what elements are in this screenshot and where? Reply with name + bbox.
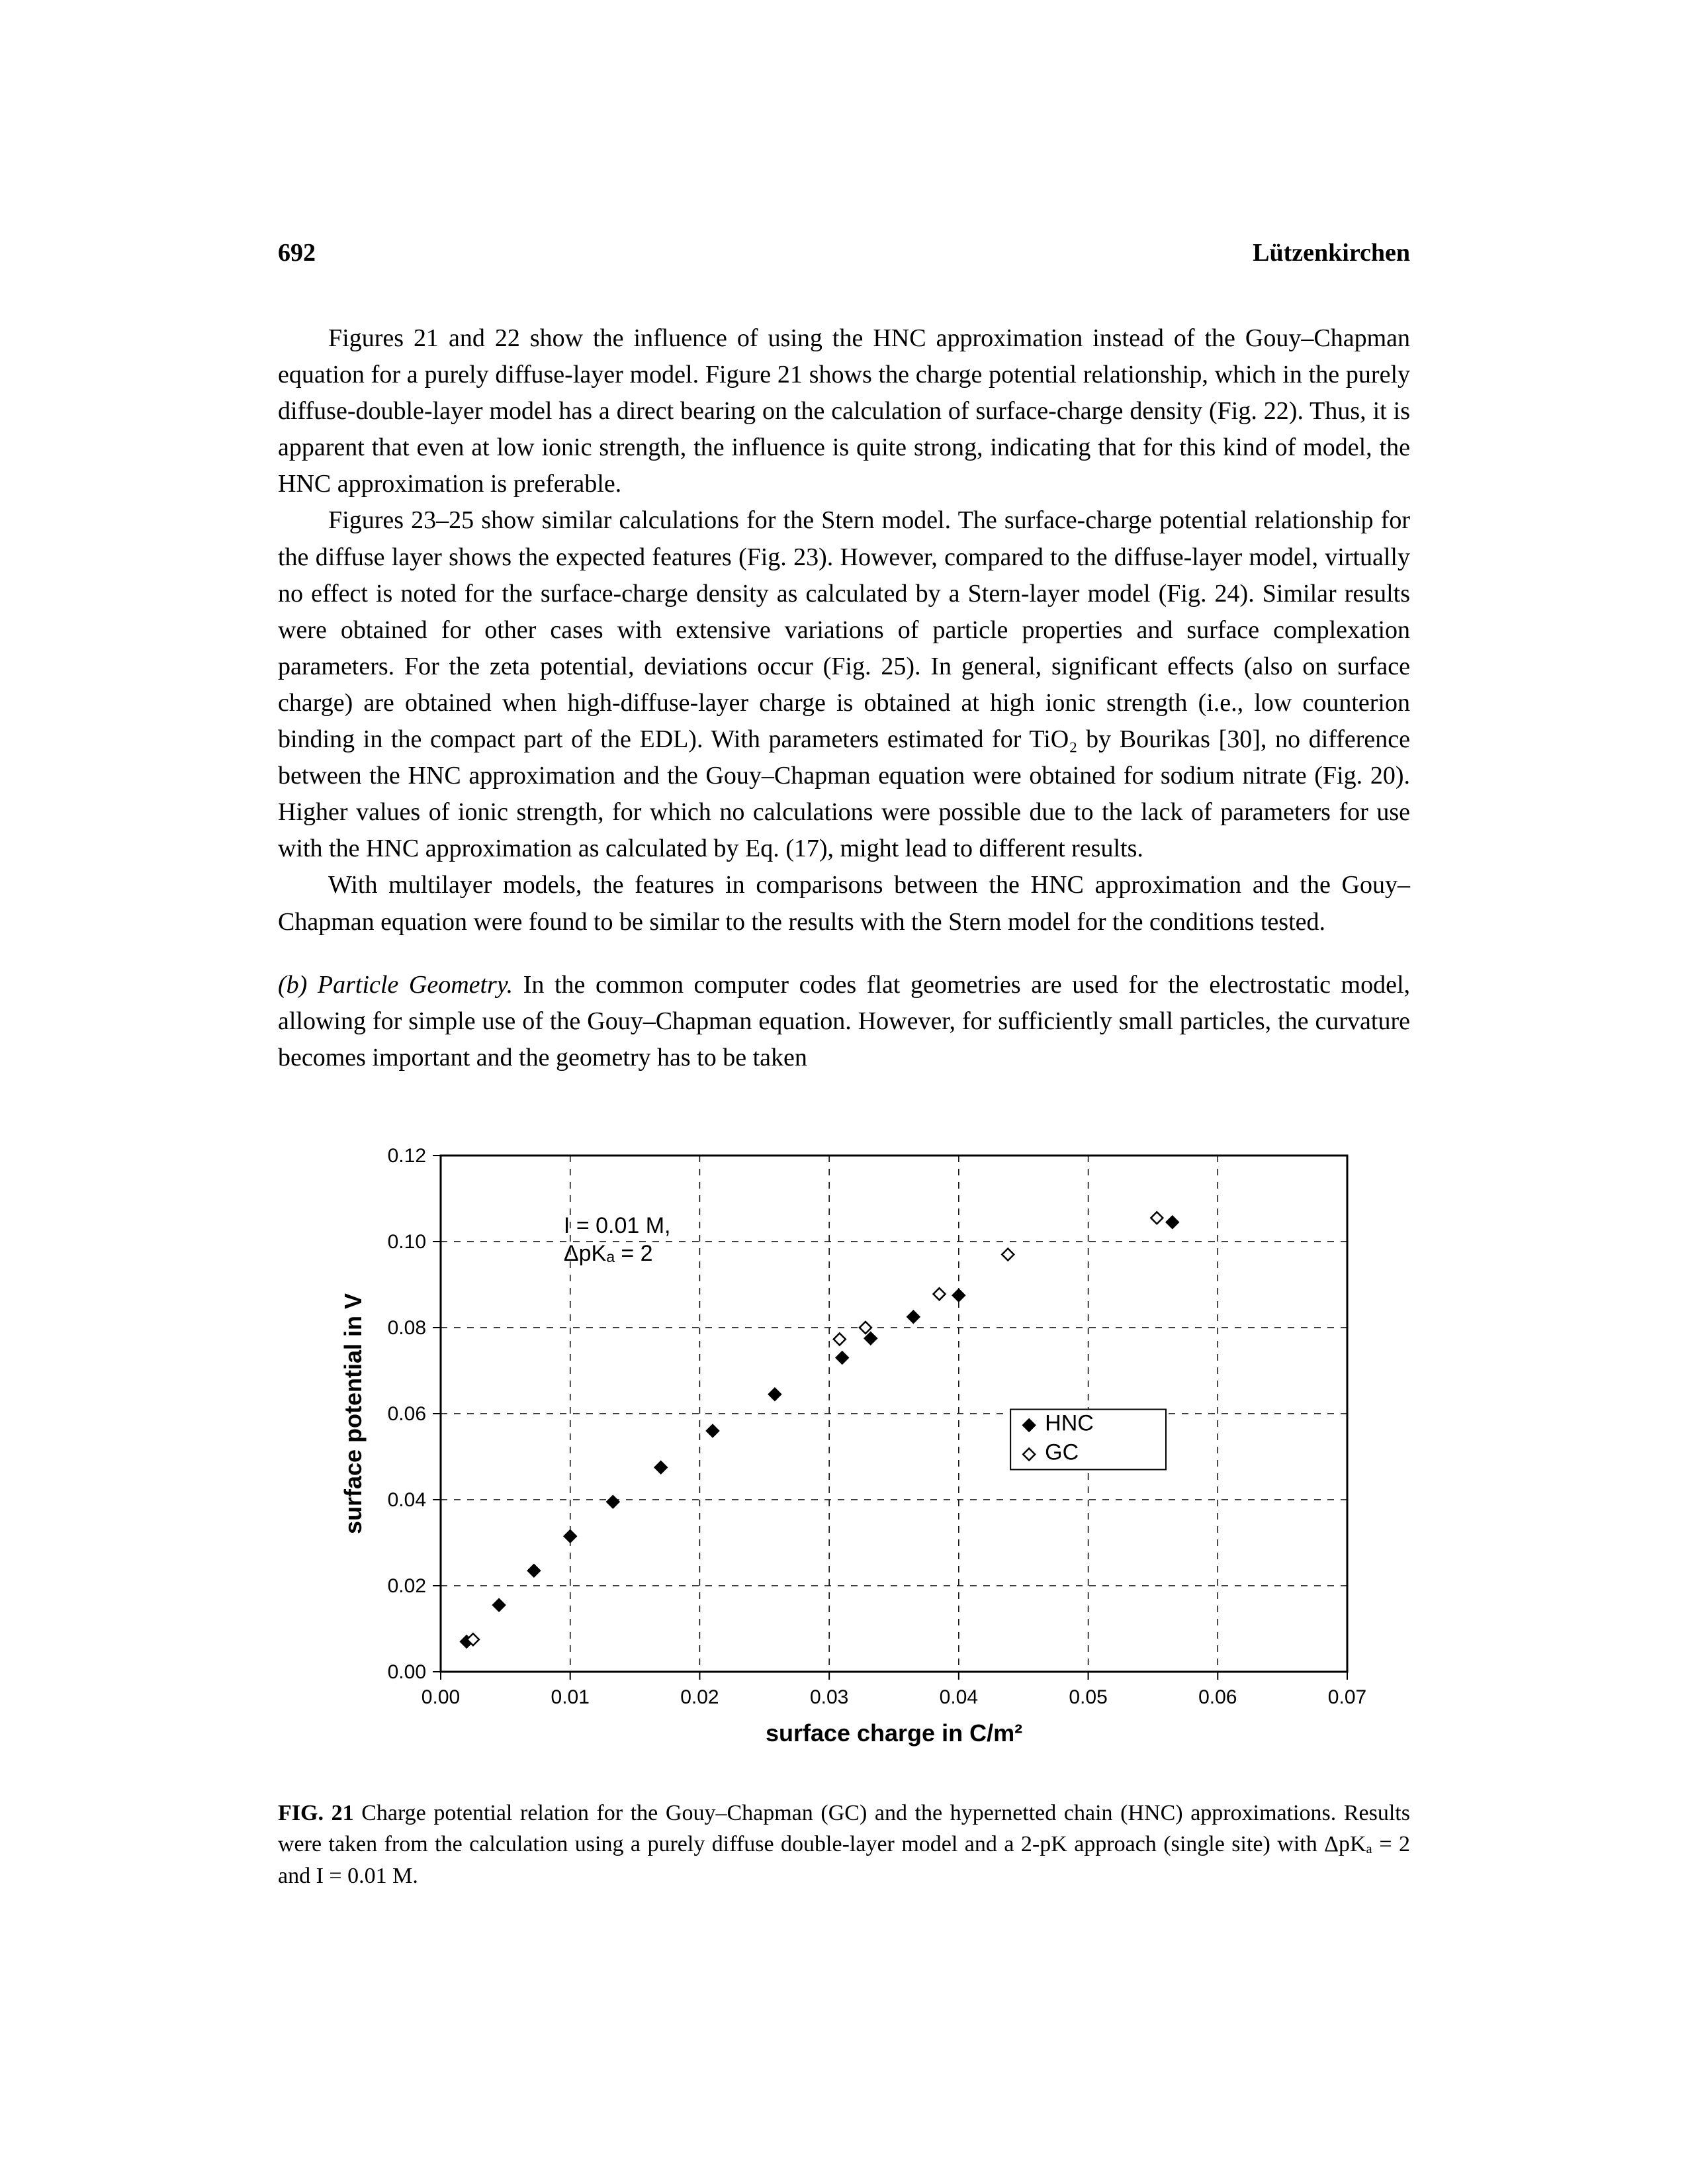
figure-label: FIG. 21 — [278, 1801, 354, 1825]
section-b: (b) Particle Geometry. In the common com… — [278, 967, 1410, 1076]
svg-text:0.06: 0.06 — [1198, 1686, 1237, 1708]
svg-text:I = 0.01 M,: I = 0.01 M, — [563, 1213, 670, 1238]
svg-text:0.08: 0.08 — [387, 1317, 425, 1339]
svg-text:0.10: 0.10 — [387, 1231, 425, 1253]
figure-caption-text: Charge potential relation for the Gouy–C… — [278, 1801, 1410, 1888]
svg-text:0.04: 0.04 — [387, 1489, 425, 1511]
author-name: Lützenkirchen — [1253, 238, 1410, 267]
svg-text:surface charge in C/m²: surface charge in C/m² — [765, 1719, 1022, 1747]
chart-svg: 0.00 0.01 0.02 0.03 0.04 0.05 0.06 0.07 0.00 0.02… — [315, 1129, 1374, 1778]
svg-text:0.00: 0.00 — [421, 1686, 459, 1708]
paragraph-1: Figures 21 and 22 show the influence of … — [278, 320, 1410, 502]
svg-text:ΔpKₐ = 2: ΔpKₐ = 2 — [563, 1241, 652, 1266]
section-b-label: (b) Particle Geometry. — [278, 971, 513, 999]
figure-21: 0.00 0.01 0.02 0.03 0.04 0.05 0.06 0.07 0.00 0.02… — [278, 1129, 1410, 1892]
page-header: 692 Lützenkirchen — [278, 238, 1410, 267]
svg-text:GC: GC — [1045, 1439, 1079, 1465]
svg-text:0.06: 0.06 — [387, 1403, 425, 1425]
svg-text:0.04: 0.04 — [939, 1686, 977, 1708]
svg-text:0.01: 0.01 — [551, 1686, 589, 1708]
svg-text:0.03: 0.03 — [809, 1686, 848, 1708]
svg-text:HNC: HNC — [1045, 1410, 1094, 1435]
paragraph-3: With multilayer models, the features in … — [278, 867, 1410, 940]
svg-text:0.05: 0.05 — [1069, 1686, 1107, 1708]
svg-text:0.02: 0.02 — [680, 1686, 719, 1708]
svg-text:0.07: 0.07 — [1327, 1686, 1366, 1708]
svg-text:0.00: 0.00 — [387, 1661, 425, 1683]
svg-text:0.02: 0.02 — [387, 1575, 425, 1597]
svg-text:surface potential in V: surface potential in V — [339, 1293, 367, 1534]
page-number: 692 — [278, 238, 316, 267]
svg-text:0.12: 0.12 — [387, 1145, 425, 1167]
figure-caption: FIG. 21 Charge potential relation for th… — [278, 1797, 1410, 1892]
paragraph-2: Figures 23–25 show similar calculations … — [278, 502, 1410, 867]
page: 692 Lützenkirchen Figures 21 and 22 show… — [0, 0, 1688, 2184]
paragraph-b: (b) Particle Geometry. In the common com… — [278, 967, 1410, 1076]
body-text: Figures 21 and 22 show the influence of … — [278, 320, 1410, 1076]
